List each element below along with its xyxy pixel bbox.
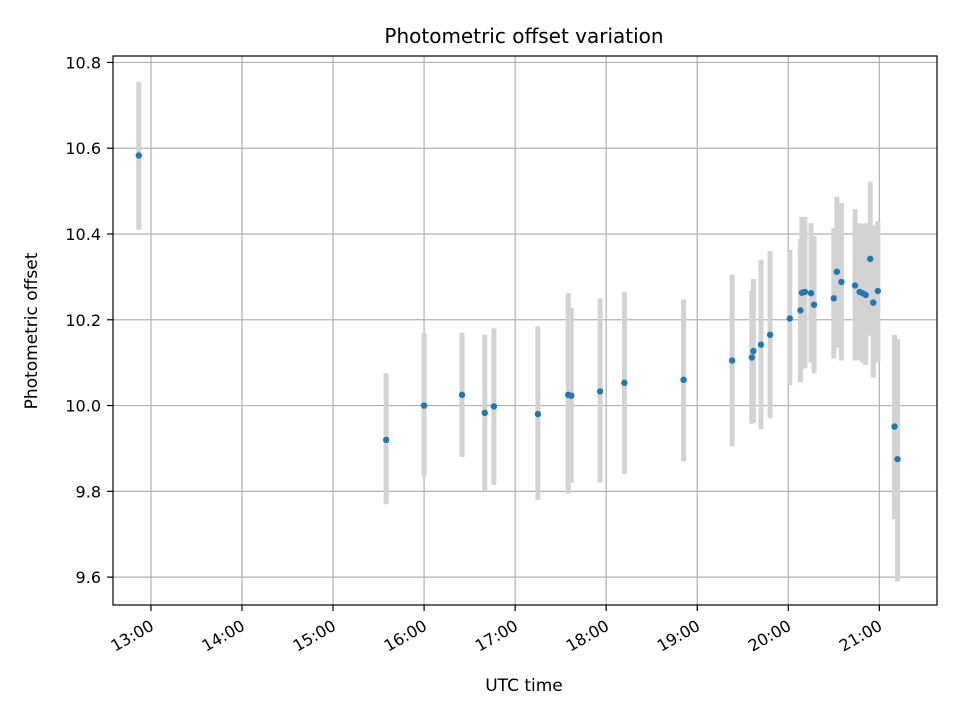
data-point — [748, 354, 756, 361]
data-point — [680, 376, 687, 384]
data-point — [621, 379, 628, 387]
data-point — [490, 403, 498, 410]
data-point — [420, 402, 428, 409]
data-point — [862, 291, 869, 299]
data-point — [801, 288, 809, 296]
data-point — [894, 455, 901, 463]
data-point — [135, 152, 142, 159]
y-tick-label: 10.6 — [65, 139, 101, 158]
data-point — [750, 347, 757, 355]
data-point — [891, 423, 898, 430]
data-point — [870, 299, 877, 306]
data-point — [830, 295, 838, 302]
data-point — [807, 289, 815, 297]
data-point — [458, 391, 466, 399]
data-point — [382, 436, 390, 444]
data-point — [851, 282, 859, 289]
grid — [113, 56, 937, 605]
data-point — [810, 301, 818, 308]
y-axis-title: Photometric offset — [22, 252, 42, 409]
data-point — [534, 410, 542, 418]
data-points — [135, 152, 901, 463]
y-tick-label: 10.4 — [65, 225, 101, 244]
data-point — [838, 278, 845, 286]
y-tick-label: 10.2 — [65, 311, 101, 330]
data-point — [833, 268, 841, 275]
data-point — [766, 331, 774, 338]
data-point — [481, 409, 488, 417]
y-tick-label: 10.0 — [65, 397, 101, 416]
y-tick-label: 10.8 — [65, 53, 101, 72]
data-point — [568, 392, 575, 399]
y-axis: 9.6 9.8 10.0 10.2 10.4 10.6 10.8 — [65, 53, 113, 587]
data-point — [797, 307, 804, 314]
plot-frame — [112, 55, 938, 606]
data-point — [757, 341, 765, 348]
data-point — [728, 357, 736, 364]
data-point — [867, 255, 874, 263]
y-tick-label: 9.6 — [76, 568, 101, 587]
data-point — [596, 388, 604, 395]
data-point — [874, 287, 882, 295]
y-tick-label: 9.8 — [76, 482, 101, 501]
data-point — [786, 315, 794, 322]
chart-title: Photometric offset variation — [384, 24, 663, 48]
x-axis-title: UTC time — [485, 676, 563, 696]
